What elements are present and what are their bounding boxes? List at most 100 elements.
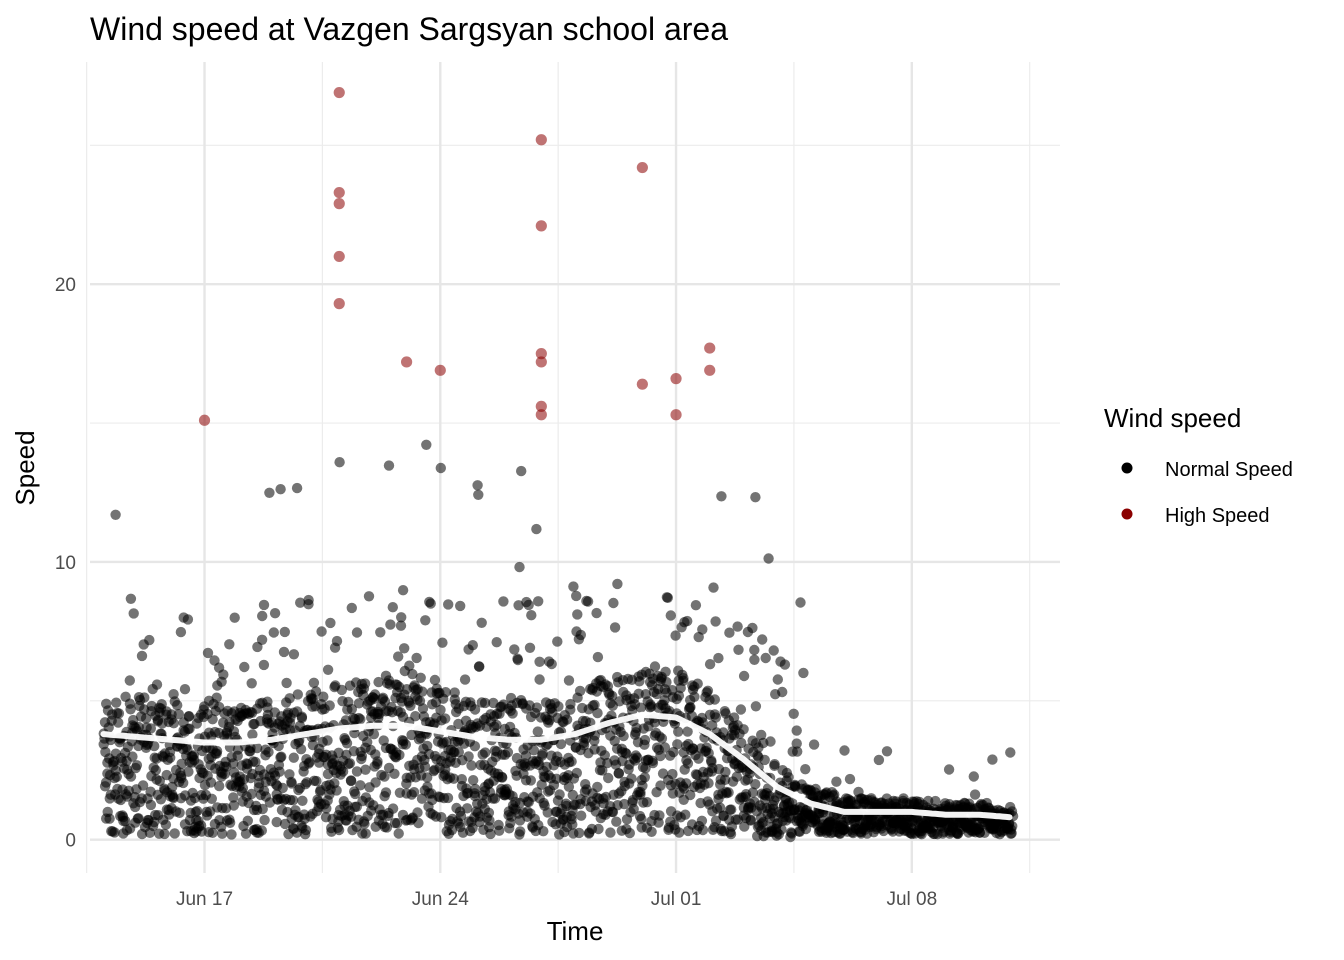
normal-speed-point xyxy=(304,757,315,768)
normal-speed-point xyxy=(257,610,268,622)
normal-speed-point xyxy=(608,597,619,609)
normal-speed-point xyxy=(405,700,416,711)
normal-speed-point xyxy=(682,726,693,737)
normal-speed-point xyxy=(178,777,189,789)
normal-speed-point xyxy=(295,597,306,608)
normal-speed-point xyxy=(133,813,144,824)
normal-speed-point xyxy=(295,744,307,755)
normal-speed-point xyxy=(466,760,477,771)
normal-speed-point xyxy=(164,746,176,758)
normal-speed-point xyxy=(491,719,502,731)
normal-speed-point xyxy=(470,783,481,795)
normal-speed-point xyxy=(626,773,637,784)
normal-speed-point xyxy=(341,738,353,749)
normal-speed-point xyxy=(415,672,426,683)
normal-speed-point xyxy=(111,697,122,708)
normal-speed-point xyxy=(278,646,290,658)
high-speed-point xyxy=(535,409,547,421)
normal-speed-point xyxy=(647,757,659,769)
normal-speed-point xyxy=(685,702,696,713)
normal-speed-point xyxy=(571,590,582,602)
normal-speed-point xyxy=(131,760,143,771)
normal-speed-point xyxy=(240,828,252,839)
normal-speed-point xyxy=(632,752,643,763)
legend: Wind speed Normal Speed High Speed xyxy=(1104,403,1293,527)
normal-speed-point xyxy=(640,763,651,774)
normal-speed-point xyxy=(656,733,668,744)
normal-speed-point xyxy=(113,717,124,728)
normal-speed-point xyxy=(125,593,137,604)
x-tick-label: Jun 17 xyxy=(176,889,233,910)
normal-speed-point xyxy=(435,462,446,474)
normal-speed-point xyxy=(207,827,218,838)
trend-line-path xyxy=(100,711,1013,821)
normal-speed-point xyxy=(205,777,217,788)
normal-speed-point xyxy=(777,686,788,698)
normal-speed-point xyxy=(380,787,392,798)
normal-speed-point xyxy=(968,771,979,782)
normal-speed-point xyxy=(417,703,429,714)
normal-speed-point xyxy=(563,781,575,792)
normal-speed-point xyxy=(731,771,742,782)
normal-speed-point xyxy=(325,617,336,629)
normal-speed-point xyxy=(762,783,774,794)
normal-speed-point xyxy=(544,715,555,726)
normal-speed-point xyxy=(710,815,722,826)
normal-speed-point xyxy=(372,756,383,767)
normal-speed-point xyxy=(446,824,458,836)
normal-speed-point xyxy=(256,825,267,836)
normal-speed-point xyxy=(476,617,487,628)
normal-speed-point xyxy=(636,813,647,825)
normal-speed-point xyxy=(419,761,431,772)
normal-speed-point xyxy=(425,598,436,609)
normal-speed-point xyxy=(387,803,399,814)
normal-speed-point xyxy=(609,735,620,747)
normal-speed-point xyxy=(538,826,549,837)
x-axis-ticks: Jun 17 Jun 24 Jul 01 Jul 08 xyxy=(176,889,937,910)
normal-speed-point xyxy=(732,621,743,632)
normal-speed-point xyxy=(592,781,603,793)
normal-speed-point xyxy=(397,585,409,596)
normal-speed-point xyxy=(592,707,603,719)
normal-speed-point xyxy=(155,794,167,805)
normal-speed-point xyxy=(831,776,842,787)
normal-speed-point xyxy=(324,700,335,711)
normal-speed-point xyxy=(690,600,702,611)
normal-speed-point xyxy=(360,764,371,775)
normal-speed-point xyxy=(389,768,400,779)
normal-speed-point xyxy=(399,643,410,654)
normal-speed-point xyxy=(709,694,720,705)
normal-speed-point xyxy=(139,692,150,703)
normal-speed-point xyxy=(125,704,136,715)
normal-speed-point xyxy=(680,809,691,820)
normal-speed-point xyxy=(624,827,635,839)
high-speed-point xyxy=(333,86,345,99)
normal-speed-point xyxy=(708,582,719,593)
normal-speed-point xyxy=(274,766,285,777)
normal-speed-point xyxy=(704,659,716,670)
normal-speed-point xyxy=(351,766,363,777)
normal-speed-point xyxy=(387,602,398,613)
normal-speed-point xyxy=(239,661,250,673)
normal-speed-point xyxy=(288,649,300,660)
normal-speed-point xyxy=(133,721,144,733)
normal-speed-point xyxy=(693,753,704,764)
x-axis-title: Time xyxy=(547,916,604,946)
normal-speed-point xyxy=(247,729,258,740)
normal-speed-point xyxy=(468,775,479,786)
normal-speed-point xyxy=(542,807,553,818)
normal-speed-point xyxy=(217,828,228,839)
high-speed-point xyxy=(434,364,446,376)
normal-speed-point xyxy=(552,636,563,647)
normal-speed-point xyxy=(271,816,282,828)
normal-speed-point xyxy=(749,644,760,656)
normal-speed-point xyxy=(111,771,123,782)
normal-speed-point xyxy=(172,700,183,711)
normal-speed-point xyxy=(745,815,756,826)
normal-speed-point xyxy=(591,607,602,619)
normal-speed-point xyxy=(242,815,253,826)
normal-speed-point xyxy=(150,765,161,776)
normal-speed-point xyxy=(140,713,152,724)
normal-speed-point xyxy=(646,826,657,837)
grid-minor xyxy=(86,62,1060,873)
